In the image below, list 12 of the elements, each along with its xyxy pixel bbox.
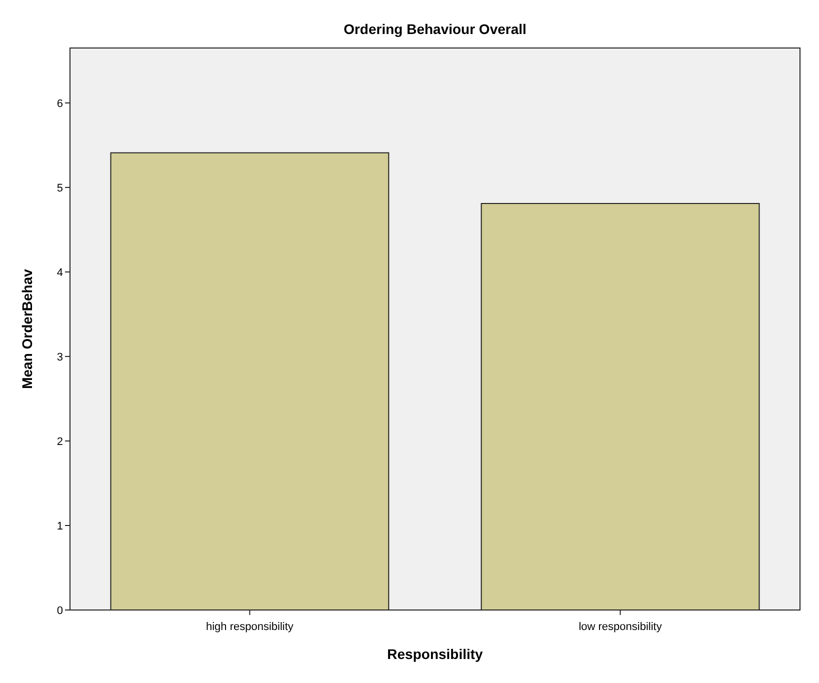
chart-title: Ordering Behaviour Overall <box>344 21 526 37</box>
y-axis-title: Mean OrderBehav <box>19 268 35 389</box>
y-tick-label: 2 <box>56 436 63 448</box>
y-tick-label: 5 <box>56 182 63 194</box>
y-tick-label: 0 <box>56 604 63 617</box>
x-axis-title: Responsibility <box>387 646 484 662</box>
x-tick-label: high responsibility <box>206 621 294 633</box>
y-tick-label: 1 <box>56 520 63 532</box>
y-tick-label: 4 <box>56 266 63 279</box>
x-tick-label: low responsibility <box>578 621 662 633</box>
y-tick-label: 3 <box>56 351 63 364</box>
y-tick-label: 6 <box>56 98 63 110</box>
